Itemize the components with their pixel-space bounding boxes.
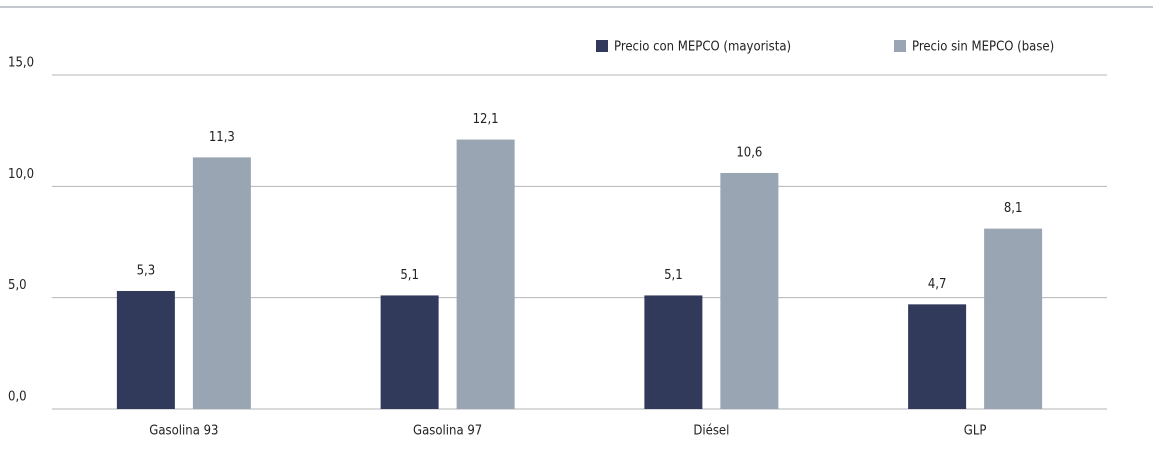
bar [456, 139, 515, 409]
x-tick-label: Diésel [693, 424, 729, 439]
x-tick-label: Gasolina 97 [413, 424, 482, 439]
y-tick-label: 0,0 [8, 390, 27, 405]
value-label: 5,1 [664, 268, 683, 283]
bar [908, 304, 967, 409]
value-label: 5,1 [400, 268, 419, 283]
y-tick-label: 15,0 [8, 56, 34, 71]
value-label: 10,6 [736, 145, 762, 160]
y-tick-label: 5,0 [8, 278, 27, 293]
value-label: 5,3 [137, 263, 156, 278]
y-tick-label: 10,0 [8, 167, 34, 182]
value-label: 8,1 [1004, 201, 1023, 216]
bar [380, 295, 439, 409]
value-label: 11,3 [209, 130, 235, 145]
legend-label: Precio con MEPCO (mayorista) [614, 40, 791, 55]
bar [644, 295, 703, 409]
bar [192, 157, 251, 409]
legend-label: Precio sin MEPCO (base) [912, 40, 1054, 55]
bar [984, 228, 1043, 409]
value-label: 4,7 [928, 277, 947, 292]
legend-swatch [596, 40, 608, 52]
x-tick-label: GLP [964, 424, 987, 439]
legend-swatch [894, 40, 906, 52]
bar [116, 290, 175, 409]
x-tick-label: Gasolina 93 [149, 424, 218, 439]
value-label: 12,1 [473, 112, 499, 127]
bar [720, 172, 779, 409]
